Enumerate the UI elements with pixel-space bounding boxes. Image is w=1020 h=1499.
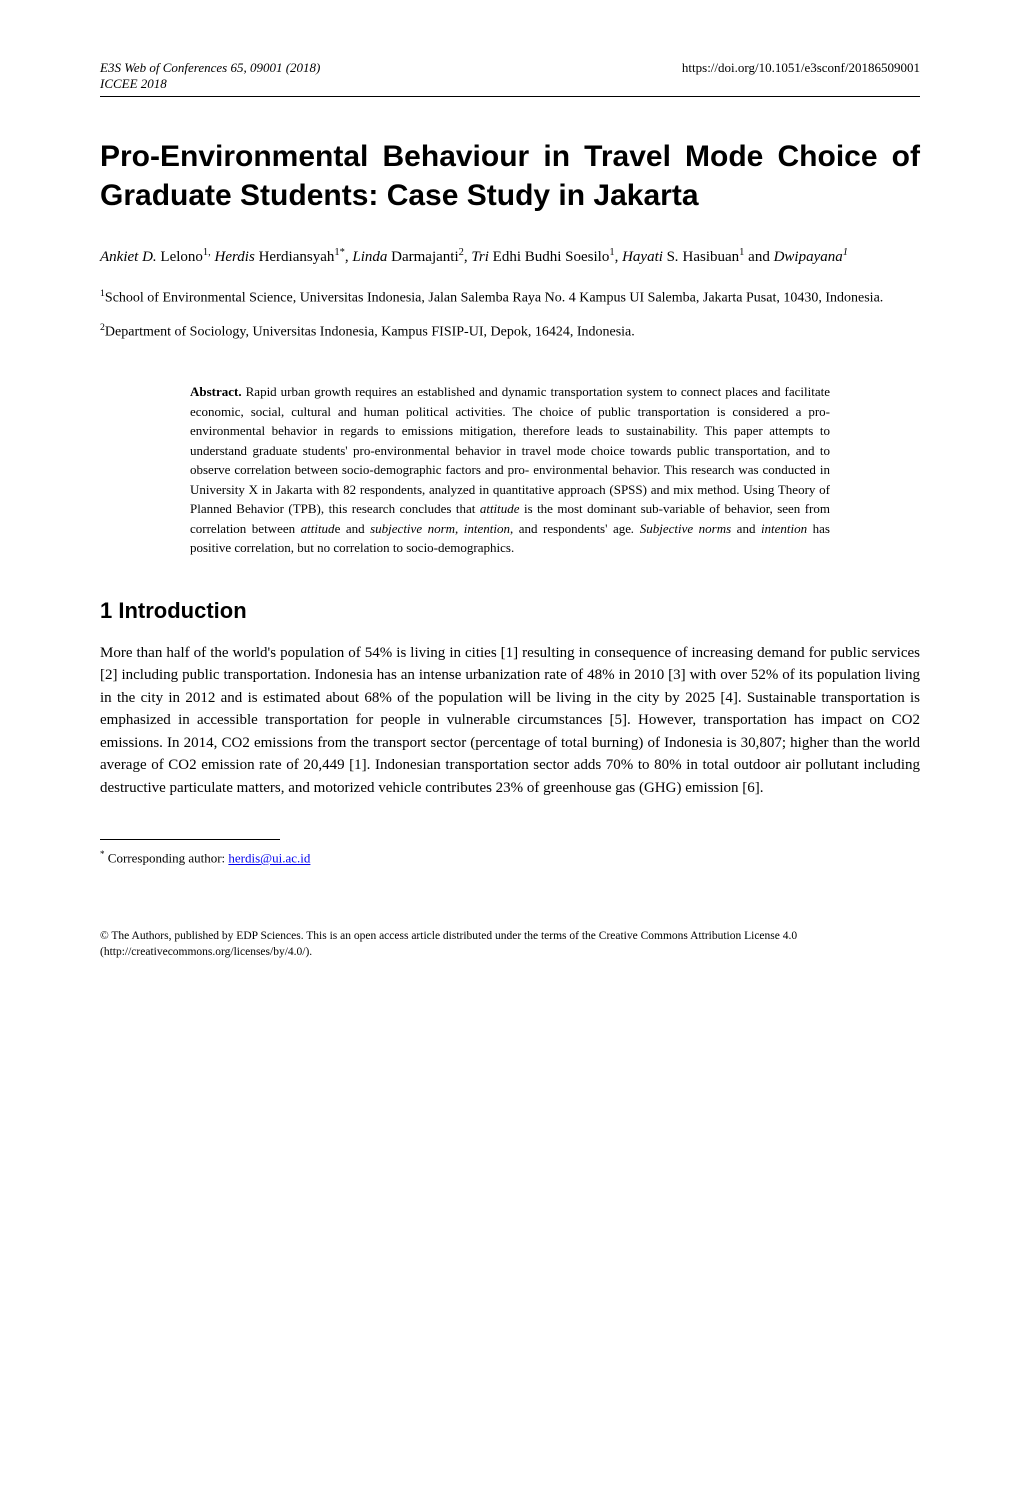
abstract-text: ,	[455, 521, 464, 536]
author-first: Ankiet D.	[100, 249, 157, 265]
author-last: Lelono	[157, 249, 203, 265]
author-sup: 1	[843, 247, 848, 258]
author-first: Tri	[471, 249, 489, 265]
abstract-italic: intention	[464, 521, 510, 536]
affiliation-1: 1School of Environmental Science, Univer…	[100, 287, 920, 309]
footnote-text: Corresponding author:	[105, 851, 229, 866]
affiliation-text: Department of Sociology, Universitas Ind…	[105, 324, 635, 339]
footnote-separator	[100, 839, 280, 840]
author-last: Edhi Budhi Soesilo	[489, 249, 609, 265]
abstract-italic: subjective norm	[370, 521, 455, 536]
author-last: S	[663, 249, 675, 265]
conference-line: ICCEE 2018	[100, 76, 167, 91]
intro-paragraph: More than half of the world's population…	[100, 642, 920, 800]
affiliation-text: School of Environmental Science, Univers…	[105, 291, 883, 306]
abstract-text: Rapid urban growth requires an establish…	[190, 384, 830, 516]
author-last: Hasibuan	[679, 249, 739, 265]
paper-title: Pro-Environmental Behaviour in Travel Mo…	[100, 137, 920, 215]
section-1-heading: 1 Introduction	[100, 598, 920, 624]
author-first: Herdis	[211, 249, 255, 265]
header-row: E3S Web of Conferences 65, 09001 (2018) …	[100, 60, 920, 92]
author-sup: 1	[609, 247, 614, 258]
journal-line: E3S Web of Conferences 65, 09001 (2018)	[100, 60, 320, 75]
author-sup: 1,	[203, 247, 211, 258]
footnote: * Corresponding author: herdis@ui.ac.id	[100, 848, 920, 868]
abstract-text: e and	[335, 521, 371, 536]
page: E3S Web of Conferences 65, 09001 (2018) …	[0, 0, 1020, 1010]
author-sup: 2	[459, 247, 464, 258]
author-first: Dwipayana	[774, 249, 843, 265]
abstract-italic: attitude	[480, 501, 520, 516]
abstract-italic: intention	[761, 521, 807, 536]
author-last: Darmajanti	[387, 249, 458, 265]
abstract-text: , and respondents' age	[510, 521, 631, 536]
author-sup: 1*	[334, 247, 345, 258]
abstract-label: Abstract.	[190, 384, 242, 399]
affiliation-2: 2Department of Sociology, Universitas In…	[100, 321, 920, 343]
doi-url: https://doi.org/10.1051/e3sconf/20186509…	[682, 60, 920, 92]
author-last: Herdiansyah	[255, 249, 335, 265]
footnote-email-link[interactable]: herdis@ui.ac.id	[228, 851, 310, 866]
header-rule	[100, 96, 920, 97]
abstract-block: Abstract. Rapid urban growth requires an…	[190, 382, 830, 558]
author-first: Hayati	[622, 249, 663, 265]
author-and: and	[744, 249, 773, 265]
abstract-italic: . Subjective norms	[631, 521, 731, 536]
abstract-text: and	[731, 521, 761, 536]
header-left: E3S Web of Conferences 65, 09001 (2018) …	[100, 60, 320, 92]
copyright-notice: © The Authors, published by EDP Sciences…	[100, 928, 920, 960]
authors-line: Ankiet D. Lelono1, Herdis Herdiansyah1*,…	[100, 245, 920, 269]
abstract-italic: attitud	[301, 521, 335, 536]
author-first: Linda	[352, 249, 387, 265]
